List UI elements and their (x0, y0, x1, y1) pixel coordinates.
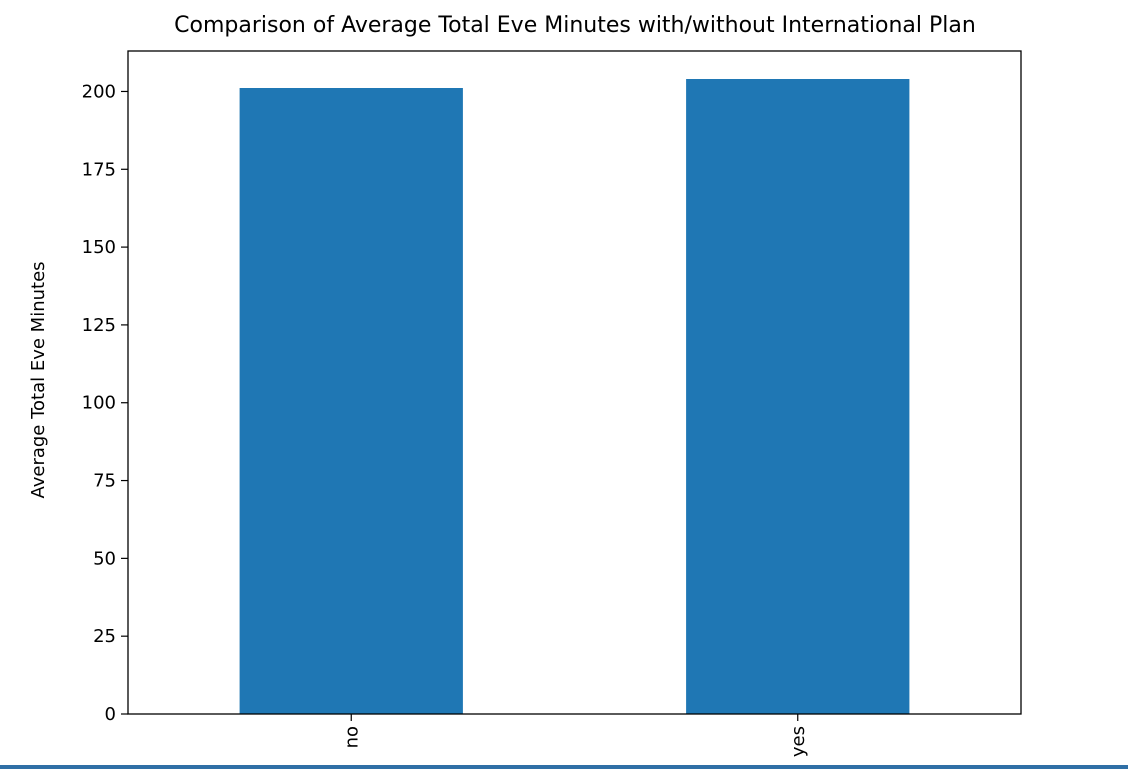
plot-frame (127, 50, 1022, 715)
y-tick-label: 200 (82, 81, 116, 102)
chart-title: Comparison of Average Total Eve Minutes … (174, 13, 976, 38)
x-tick-label-no: no (341, 726, 362, 748)
y-tick-label: 75 (93, 471, 116, 492)
y-axis-label: Average Total Eve Minutes (28, 261, 49, 498)
y-tick-label: 0 (105, 704, 116, 725)
y-tick-label: 175 (82, 159, 116, 180)
x-tick-label-yes: yes (788, 726, 809, 757)
y-axis-ticks: 0 25 50 75 100 125 150 175 200 (82, 81, 128, 725)
x-axis-ticks: no yes (341, 714, 809, 757)
bars-group (239, 79, 910, 714)
window-bottom-border (0, 765, 1128, 769)
y-tick-label: 125 (82, 315, 116, 336)
y-tick-label: 150 (82, 237, 116, 258)
bar-yes (686, 79, 910, 714)
y-tick-label: 100 (82, 393, 116, 414)
y-tick-label: 50 (93, 548, 116, 569)
bar-no (239, 88, 463, 714)
y-tick-label: 25 (93, 626, 116, 647)
